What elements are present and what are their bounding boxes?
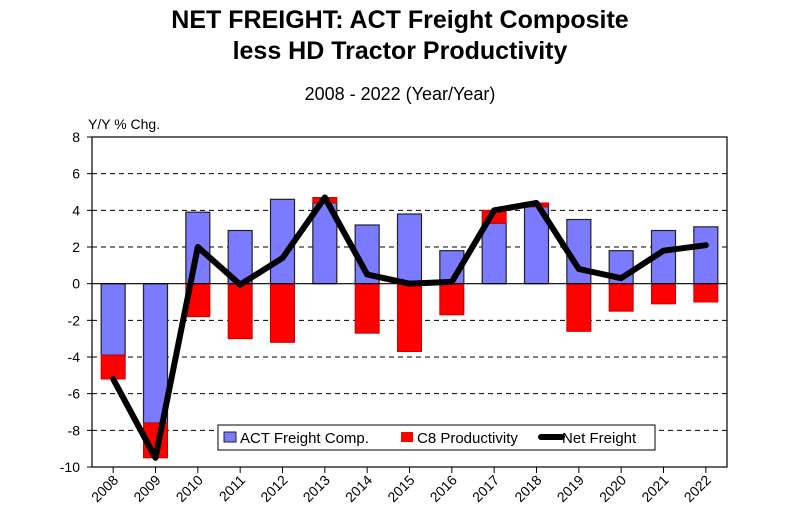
y-tick-label: 4 <box>72 202 80 218</box>
y-tick-label: 8 <box>72 129 80 145</box>
chart-subtitle: 2008 - 2022 (Year/Year) <box>304 84 496 104</box>
y-tick-label: -4 <box>68 349 81 365</box>
legend-label-c8: C8 Productivity <box>417 430 518 447</box>
bar-act-freight <box>396 213 423 285</box>
bar-c8-productivity <box>651 283 676 305</box>
x-tick-label: 2019 <box>554 472 587 505</box>
bar-c8-productivity <box>100 354 126 380</box>
x-tick-label: 2010 <box>173 472 206 505</box>
bar-c8-productivity <box>693 283 719 303</box>
x-tick-label: 2015 <box>384 472 417 505</box>
y-tick-label: 6 <box>72 166 80 182</box>
bar-act-freight <box>693 226 719 285</box>
y-tick-label: -10 <box>60 459 80 475</box>
x-tick-label: 2016 <box>427 472 460 505</box>
y-tick-label: -2 <box>68 312 81 328</box>
x-tick-label: 2011 <box>216 472 249 505</box>
x-tick-label: 2018 <box>511 472 544 505</box>
bar-c8-productivity <box>270 283 295 343</box>
bar-act-freight <box>142 283 169 424</box>
bar-act-freight <box>481 222 507 285</box>
x-tick-label: 2021 <box>638 472 671 505</box>
y-tick-label: 2 <box>72 239 80 255</box>
x-tick-label: 2014 <box>342 472 375 505</box>
y-tick-label: 0 <box>72 276 80 292</box>
bar-c8-productivity <box>397 283 422 352</box>
legend-swatch-c8 <box>401 432 413 442</box>
net-freight-line <box>110 194 709 461</box>
bar-c8-productivity <box>354 283 380 334</box>
legend-swatch-act <box>223 431 237 443</box>
bar-act-freight <box>100 283 126 356</box>
bar-c8-productivity <box>566 283 592 332</box>
legend <box>217 424 656 451</box>
legend-label-act: ACT Freight Comp. <box>240 430 369 447</box>
x-tick-label: 2017 <box>469 472 502 505</box>
bar-c8-productivity <box>439 283 465 316</box>
x-tick-label: 2022 <box>681 472 714 505</box>
x-tick-label: 2009 <box>130 472 163 505</box>
x-tick-label: 2012 <box>257 472 290 505</box>
bar-c8-productivity <box>227 283 253 340</box>
x-tick-label: 2020 <box>596 472 629 505</box>
x-tick-label: 2008 <box>88 472 121 505</box>
chart-title-line2: less HD Tractor Productivity <box>232 37 568 65</box>
legend-label-net: Net Freight <box>562 430 637 447</box>
chart-title-line1: NET FREIGHT: ACT Freight Composite <box>171 6 629 34</box>
plot-border <box>91 136 728 468</box>
y-axis-label: Y/Y % Chg. <box>88 116 160 132</box>
bar-c8-productivity <box>608 283 634 312</box>
x-tick-label: 2013 <box>300 472 333 505</box>
y-tick-label: -8 <box>68 422 81 438</box>
y-tick-label: -6 <box>68 386 81 402</box>
